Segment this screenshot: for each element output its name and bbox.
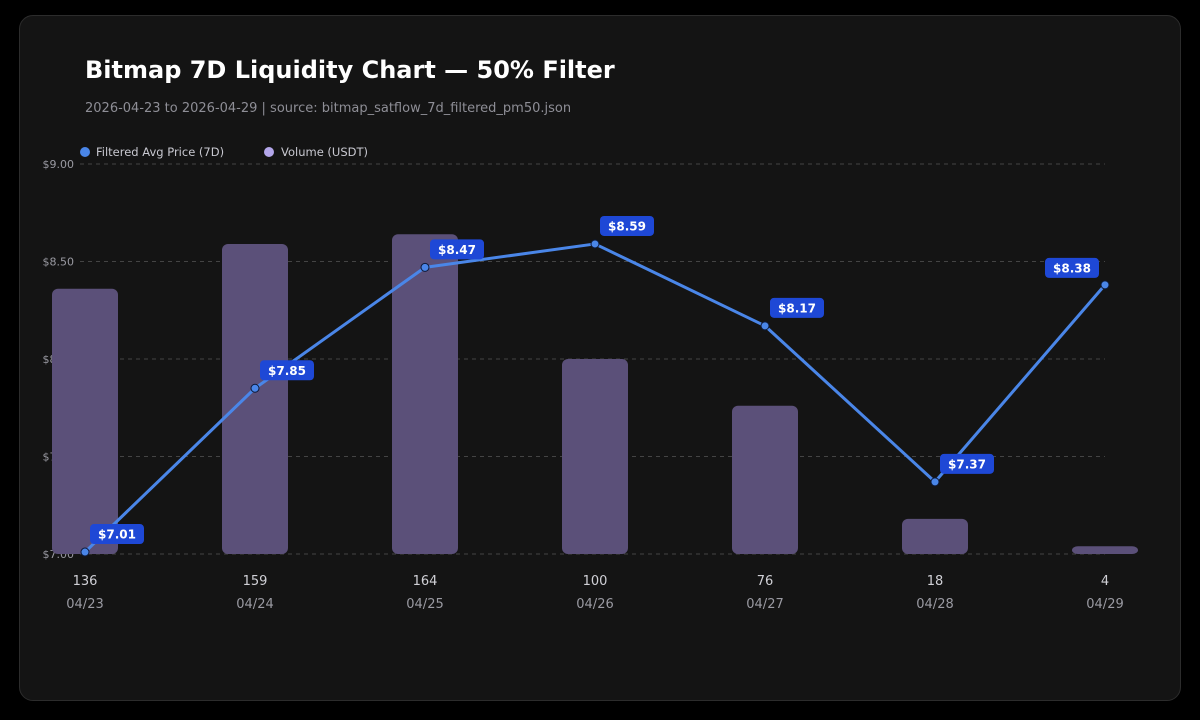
price-data-label: $8.17 [778,301,816,315]
price-label-badge [430,239,484,260]
volume-bar [222,243,288,554]
volume-value-label: 76 [757,574,774,589]
price-data-label: $7.85 [268,364,306,378]
price-label-badge [260,360,314,381]
price-data-label: $8.59 [608,219,646,233]
volume-bar [902,518,968,554]
x-tick-label: 04/29 [1086,597,1123,612]
legend-price-swatch [80,147,90,157]
chart-title: Bitmap 7D Liquidity Chart — 50% Filter [85,56,615,84]
price-point [250,383,260,393]
volume-value-label: 164 [413,574,438,589]
price-point [590,239,600,249]
volume-bar [52,288,118,554]
volume-bar [392,234,458,554]
price-data-label: $8.47 [438,243,476,257]
price-label-badge [1045,257,1099,278]
price-label-badge [770,297,824,318]
volume-value-label: 159 [243,574,268,589]
price-data-label: $7.01 [98,528,136,542]
x-tick-label: 04/25 [406,597,443,612]
chart-subtitle: 2026-04-23 to 2026-04-29 | source: bitma… [85,101,572,116]
legend-price-label: Filtered Avg Price (7D) [96,145,224,159]
volume-value-label: 100 [583,574,608,589]
price-point [760,321,770,331]
volume-bar [732,405,798,554]
price-label-badge [940,453,994,474]
chart-card [19,15,1181,701]
volume-value-label: 18 [927,574,944,589]
price-point [1100,280,1110,290]
price-data-label: $8.38 [1053,261,1091,275]
legend-volume-label: Volume (USDT) [281,145,368,159]
x-tick-label: 04/24 [236,597,273,612]
legend-volume-swatch [264,147,274,157]
y-tick-label: $9.00 [43,158,75,171]
price-data-label: $7.37 [948,457,986,471]
volume-value-label: 136 [73,574,98,589]
volume-bar [1072,546,1138,554]
x-tick-label: 04/23 [66,597,103,612]
volume-bar [562,359,628,554]
x-tick-label: 04/26 [576,597,613,612]
price-point [80,547,90,557]
x-tick-label: 04/28 [916,597,953,612]
price-point [930,477,940,487]
y-tick-label: $8.50 [43,256,75,269]
price-label-badge [600,215,654,236]
x-tick-label: 04/27 [746,597,783,612]
volume-value-label: 4 [1101,574,1109,589]
price-point [420,262,430,272]
price-label-badge [90,524,144,545]
